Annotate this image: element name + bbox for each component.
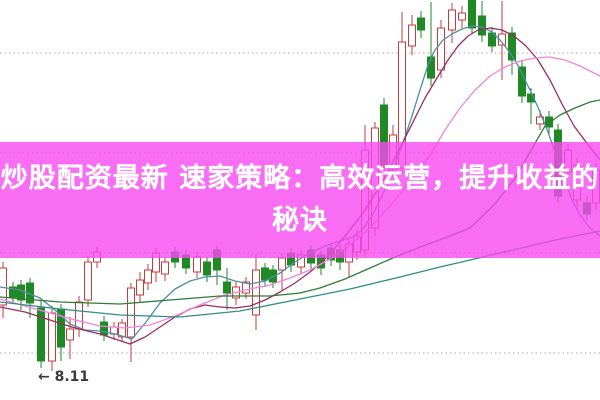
- banner-title-line1[interactable]: 炒股配资最新 速家策略：高效运营，提升收益的: [0, 163, 600, 194]
- promo-banner: 炒股配资最新 速家策略：高效运营，提升收益的 秘诀: [0, 142, 600, 258]
- low-price-value: 8.11: [54, 369, 90, 385]
- banner-title-line2[interactable]: 秘诀: [272, 205, 328, 236]
- low-price-label: ← 8.11: [38, 369, 89, 385]
- low-arrow-icon: ←: [38, 369, 50, 385]
